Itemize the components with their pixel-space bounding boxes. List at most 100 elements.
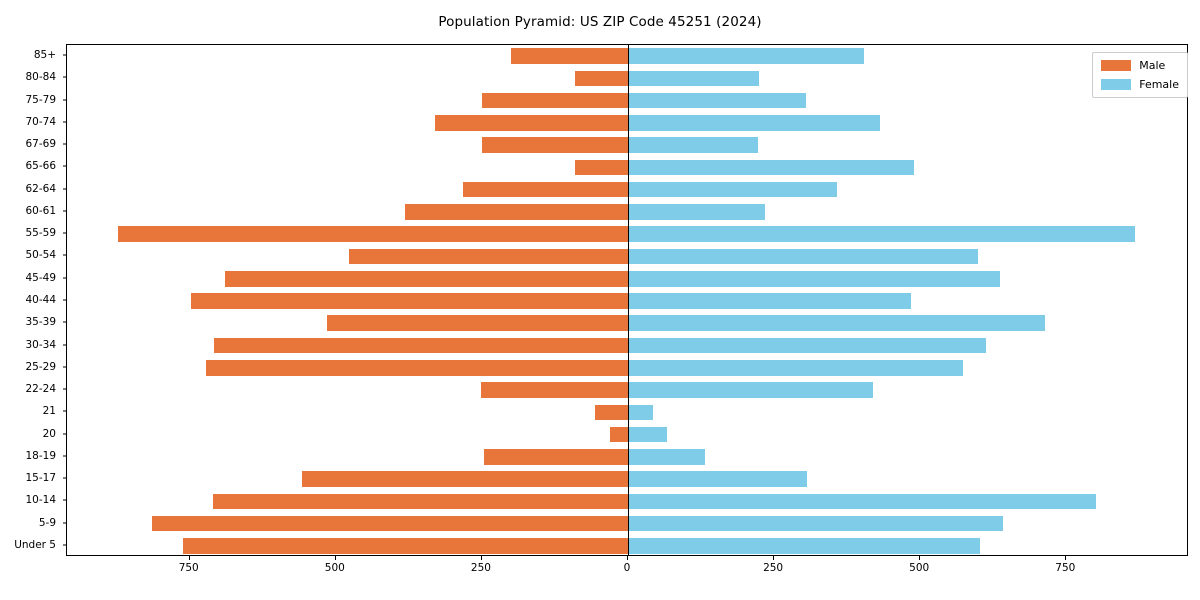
x-tick-mark [1065, 556, 1067, 560]
x-tick-mark [627, 556, 628, 560]
bar-male [574, 159, 628, 176]
y-tick-mark [62, 366, 66, 368]
y-tick-mark [62, 188, 66, 190]
bar-female [628, 204, 766, 220]
y-tick-label: 45-49 [25, 271, 56, 284]
bars-layer [67, 45, 1187, 555]
legend-swatch-icon [1101, 79, 1132, 90]
legend-label: Female [1139, 78, 1179, 91]
y-tick-label: 85+ [33, 49, 56, 62]
y-tick-mark [62, 277, 66, 279]
bar-female [628, 181, 838, 198]
bar-male [483, 449, 628, 465]
y-tick-mark [62, 522, 66, 524]
bar-female [628, 293, 912, 309]
y-tick-label: 10-14 [25, 494, 56, 507]
bar-row [67, 382, 1187, 398]
bar-row [67, 270, 1187, 287]
bar-male [609, 426, 628, 443]
legend-swatch-icon [1101, 60, 1132, 71]
y-tick-mark [62, 388, 66, 390]
bar-male [435, 115, 628, 131]
x-tick-label: 750 [178, 562, 199, 574]
y-tick-mark [62, 99, 66, 101]
y-tick-label: 65-66 [25, 160, 56, 173]
bar-male [212, 493, 628, 510]
y-tick-mark [62, 433, 66, 435]
bar-row [67, 426, 1187, 443]
bar-row [67, 515, 1187, 532]
y-tick-label: 18-19 [25, 449, 56, 462]
bar-female [628, 449, 705, 465]
y-tick-mark [62, 477, 66, 479]
y-tick-label: 35-39 [25, 316, 56, 329]
y-tick-label: 67-69 [25, 138, 56, 151]
x-tick-label: 250 [763, 562, 784, 574]
y-tick-label: 75-79 [25, 93, 56, 106]
bar-row [67, 70, 1187, 87]
y-tick-label: 40-44 [25, 294, 56, 306]
legend-entry: Female [1101, 78, 1179, 91]
bar-row [67, 404, 1187, 421]
y-axis: Under 5 5-9 10-14 15-17 18-19 20 21 22-24 25-29 3… [0, 44, 66, 556]
y-tick-mark [62, 299, 66, 301]
x-tick-mark [919, 556, 921, 560]
x-tick-label: 500 [909, 562, 930, 574]
y-tick-label: 21 [42, 405, 56, 418]
bar-row [67, 538, 1187, 554]
bar-male [482, 92, 628, 109]
bar-female [628, 538, 981, 554]
bar-row [67, 159, 1187, 176]
bar-row [67, 115, 1187, 131]
x-tick-mark [480, 556, 482, 560]
bar-male [481, 382, 628, 398]
y-tick-mark [62, 54, 66, 56]
y-tick-mark [62, 232, 66, 234]
bar-female [628, 115, 881, 131]
bar-row [67, 471, 1187, 487]
bar-row [67, 359, 1187, 376]
y-tick-mark [62, 143, 66, 145]
bar-female [628, 48, 865, 64]
bar-male [151, 515, 628, 532]
y-tick-mark [62, 165, 66, 167]
bar-row [67, 48, 1187, 64]
bar-male [213, 337, 628, 354]
y-tick-mark [62, 344, 66, 346]
y-tick-label: 50-54 [25, 249, 56, 262]
bar-row [67, 204, 1187, 220]
bar-row [67, 181, 1187, 198]
y-tick-label: Under 5 [14, 538, 56, 551]
y-tick-mark [62, 544, 66, 546]
y-tick-mark [62, 121, 66, 123]
bar-male [182, 538, 628, 554]
bar-female [628, 270, 1001, 287]
y-tick-label: 25-29 [25, 360, 56, 373]
bar-male [224, 270, 628, 287]
chart-title: Population Pyramid: US ZIP Code 45251 (2… [438, 14, 762, 30]
plot-area [66, 44, 1188, 556]
y-tick-mark [62, 76, 66, 78]
bar-female [628, 515, 1003, 532]
bar-male [482, 137, 628, 153]
bar-male [404, 204, 628, 220]
bar-female [628, 404, 654, 421]
bar-row [67, 493, 1187, 510]
bar-row [67, 293, 1187, 309]
zero-axis-line [628, 45, 630, 555]
bar-row [67, 315, 1187, 332]
bar-male [327, 315, 628, 332]
y-tick-label: 55-59 [25, 227, 56, 240]
bar-female [628, 493, 1096, 510]
bar-row [67, 449, 1187, 465]
y-tick-mark [62, 410, 66, 412]
bar-female [628, 315, 1045, 332]
legend-entry: Male [1101, 59, 1179, 72]
bar-female [628, 426, 668, 443]
bar-female [628, 337, 987, 354]
y-tick-label: 5-9 [38, 516, 56, 529]
bar-male [462, 181, 628, 198]
bar-row [67, 248, 1187, 265]
y-tick-label: 62-64 [25, 182, 56, 195]
